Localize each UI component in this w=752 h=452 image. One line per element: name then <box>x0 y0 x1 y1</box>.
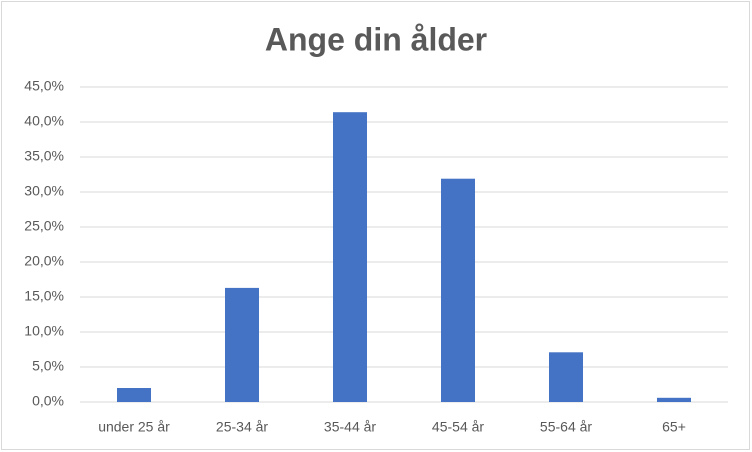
chart-title: Ange din ålder <box>265 21 487 57</box>
y-tick-label: 20,0% <box>24 253 64 269</box>
x-tick-label: 65+ <box>662 419 686 435</box>
x-tick-label: 55-64 år <box>540 419 592 435</box>
y-tick-label: 15,0% <box>24 288 64 304</box>
y-tick-label: 0,0% <box>32 393 64 409</box>
x-tick-label: under 25 år <box>98 419 170 435</box>
y-tick-label: 40,0% <box>24 113 64 129</box>
bar <box>333 112 367 402</box>
bar <box>441 178 475 402</box>
y-tick-label: 30,0% <box>24 183 64 199</box>
bar <box>657 397 691 402</box>
bar <box>225 287 259 402</box>
y-tick-label: 25,0% <box>24 218 64 234</box>
x-tick-label: 35-44 år <box>324 419 376 435</box>
y-tick-label: 45,0% <box>24 78 64 94</box>
x-tick-label: 45-54 år <box>432 419 484 435</box>
y-tick-label: 5,0% <box>32 358 64 374</box>
x-tick-label: 25-34 år <box>216 419 268 435</box>
y-tick-label: 35,0% <box>24 148 64 164</box>
bar <box>549 352 583 402</box>
y-tick-label: 10,0% <box>24 323 64 339</box>
bar <box>117 388 151 402</box>
